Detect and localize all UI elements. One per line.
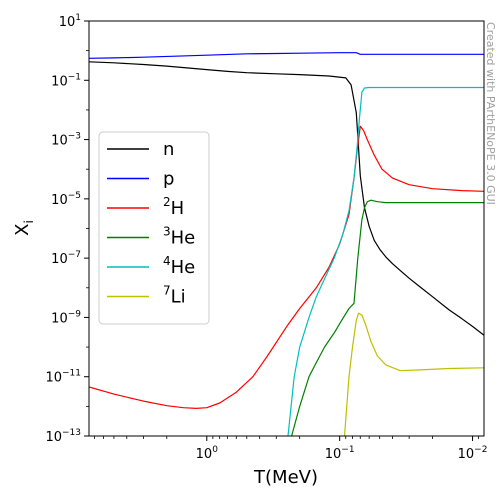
series-line-2h bbox=[89, 125, 484, 409]
plot-frame bbox=[88, 20, 485, 437]
y-tick-label: 10−1 bbox=[51, 72, 81, 89]
series-line-n bbox=[89, 61, 484, 336]
y-tick-label: 10−11 bbox=[45, 369, 81, 386]
legend-box bbox=[98, 131, 210, 325]
y-tick-label: 10−9 bbox=[51, 309, 81, 326]
y-tick-label: 101 bbox=[59, 13, 81, 30]
series-line-p bbox=[89, 52, 484, 59]
legend-items: np 2H 3He 4He 7Li bbox=[107, 139, 195, 308]
legend-label-7li: 7Li bbox=[163, 284, 186, 308]
series-layer bbox=[89, 52, 484, 436]
watermark: Created with PArthENoPE 3.0 GUI bbox=[484, 22, 497, 205]
y-tick-label: 10−3 bbox=[51, 132, 81, 149]
y-tick-label: 10−7 bbox=[51, 250, 81, 267]
legend-label-3he: 3He bbox=[163, 225, 195, 249]
x-tick-label: 100 bbox=[196, 445, 219, 462]
y-axis-label-main: X bbox=[12, 224, 33, 236]
y-tick-label: 10−13 bbox=[45, 428, 81, 445]
legend-label-n: n bbox=[163, 139, 174, 160]
legend-label-4he: 4He bbox=[163, 254, 195, 278]
y-axis-label-subscript: i bbox=[22, 220, 36, 223]
legend: np 2H 3He 4He 7Li bbox=[98, 131, 210, 325]
y-axis-label: Xi bbox=[12, 220, 36, 236]
x-axis-label: T(MeV) bbox=[253, 467, 318, 488]
y-tick-label: 10−5 bbox=[51, 191, 81, 208]
series-line-3he bbox=[291, 199, 484, 436]
legend-label-2h: 2H bbox=[163, 195, 184, 219]
x-tick-label: 10−1 bbox=[325, 445, 355, 462]
legend-label-p: p bbox=[163, 169, 174, 190]
ticks: 100 10−1 10−2 101 10−1 10−3 10−5 10−7 10−9 10−11 1… bbox=[45, 13, 487, 462]
x-tick-label: 10−2 bbox=[458, 445, 488, 462]
series-line-4he bbox=[287, 86, 484, 436]
series-line-7li bbox=[343, 312, 484, 436]
